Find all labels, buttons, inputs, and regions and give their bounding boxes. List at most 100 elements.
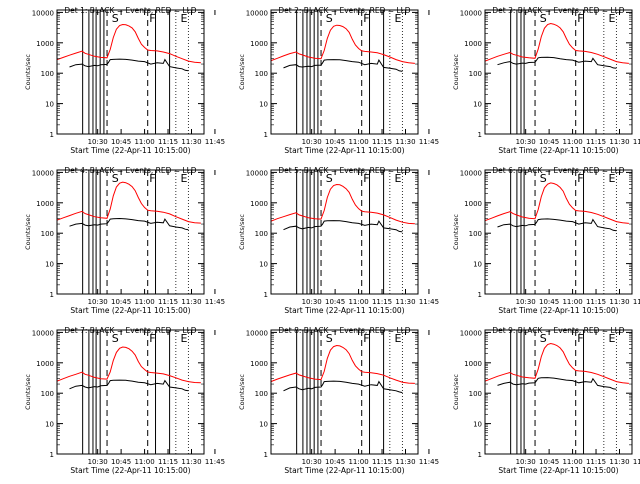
x-tick-label: 11:30 (609, 138, 629, 146)
x-tick-label: 11:15 (586, 458, 606, 466)
y-tick-label: 1000 (464, 360, 482, 368)
x-tick-label: 11:00 (348, 298, 368, 306)
series-events-line (69, 379, 189, 392)
x-tick-label: 11:15 (372, 298, 392, 306)
x-tick-label: 10:45 (539, 298, 559, 306)
series-events-line (69, 217, 189, 231)
series-events-line (69, 58, 189, 72)
series-lld-line (271, 24, 415, 64)
y-tick-label: 10 (259, 261, 268, 269)
y-axis-label: Counts/sec (24, 214, 32, 250)
x-axis-label: Start Time (22-Apr-11 10:15:00) (498, 146, 618, 155)
x-tick-label: 10:45 (539, 138, 559, 146)
y-tick-label: 10 (259, 421, 268, 429)
x-tick-label: 11:45 (633, 458, 640, 466)
y-tick-label: 1000 (464, 40, 482, 48)
y-axis-label: Counts/sec (238, 374, 246, 410)
y-tick-label: 10 (473, 421, 482, 429)
x-tick-label: 11:00 (562, 298, 582, 306)
plot-frame (484, 329, 633, 455)
marker-label-e: E (395, 172, 402, 185)
marker-label-e: E (609, 172, 616, 185)
panel-title: Det 3: BLACK = Events, RED = LLD (492, 6, 624, 15)
x-tick-label: 10:45 (325, 138, 345, 146)
series-events-line (497, 377, 617, 390)
marker-label-e: E (395, 332, 402, 345)
y-tick-label: 100 (255, 390, 268, 398)
y-tick-label: 100 (41, 230, 54, 238)
y-axis-label: Counts/sec (238, 54, 246, 90)
marker-label-f: F (363, 12, 369, 25)
x-tick-label: 11:15 (372, 138, 392, 146)
marker-label-f: F (363, 332, 369, 345)
series-lld-line (57, 346, 201, 384)
x-tick-label: 10:45 (325, 298, 345, 306)
marker-label-f: F (149, 172, 155, 185)
y-axis-label: Counts/sec (452, 54, 460, 90)
x-tick-label: 10:45 (325, 458, 345, 466)
x-tick-label: 11:30 (395, 458, 415, 466)
y-tick-label: 10000 (32, 9, 54, 17)
y-tick-label: 1000 (250, 40, 268, 48)
plot-frame (484, 169, 633, 295)
plot-frame (484, 9, 633, 135)
marker-label-e: E (609, 12, 616, 25)
marker-label-s: S (326, 12, 333, 25)
x-tick-label: 10:30 (88, 458, 108, 466)
x-axis-label: Start Time (22-Apr-11 10:15:00) (498, 466, 618, 475)
x-tick-label: 11:00 (134, 298, 154, 306)
x-tick-label: 11:00 (134, 458, 154, 466)
marker-label-s: S (540, 332, 547, 345)
x-tick-label: 11:15 (586, 298, 606, 306)
y-tick-label: 10 (473, 101, 482, 109)
y-tick-label: 10 (259, 101, 268, 109)
x-tick-label: 11:30 (609, 298, 629, 306)
x-tick-label: 11:00 (562, 138, 582, 146)
y-tick-label: 10000 (246, 9, 268, 17)
series-lld-line (271, 183, 415, 225)
y-tick-label: 1 (264, 291, 268, 299)
y-tick-label: 100 (41, 390, 54, 398)
x-tick-label: 10:45 (111, 138, 131, 146)
y-tick-label: 10000 (460, 9, 482, 17)
series-events-line (497, 56, 617, 69)
panel-title: Det 8: BLACK = Events, RED = LLD (278, 326, 410, 335)
y-tick-label: 1000 (250, 200, 268, 208)
y-tick-label: 1000 (250, 360, 268, 368)
x-axis-label: Start Time (22-Apr-11 10:15:00) (70, 306, 190, 315)
series-lld-line (57, 181, 201, 224)
x-tick-label: 11:30 (181, 458, 201, 466)
y-tick-label: 10 (45, 261, 54, 269)
panel-title: Det 6: BLACK = Events, RED = LLD (492, 166, 624, 175)
x-axis-label: Start Time (22-Apr-11 10:15:00) (70, 466, 190, 475)
x-axis-label: Start Time (22-Apr-11 10:15:00) (498, 306, 618, 315)
series-lld-line (271, 344, 415, 384)
y-tick-label: 1 (478, 131, 482, 139)
x-tick-label: 10:30 (88, 298, 108, 306)
series-events-line (497, 218, 617, 232)
x-axis-label: Start Time (22-Apr-11 10:15:00) (284, 306, 404, 315)
marker-label-e: E (609, 332, 616, 345)
x-tick-label: 11:00 (348, 138, 368, 146)
y-tick-label: 10000 (32, 329, 54, 337)
marker-label-s: S (540, 172, 547, 185)
marker-label-s: S (112, 172, 119, 185)
x-tick-label: 11:45 (205, 138, 225, 146)
marker-label-s: S (112, 332, 119, 345)
plot-frame (270, 329, 419, 455)
x-tick-label: 11:45 (205, 458, 225, 466)
marker-label-f: F (577, 12, 583, 25)
series-events-line (283, 220, 403, 233)
x-tick-label: 11:30 (395, 298, 415, 306)
x-tick-label: 11:30 (181, 138, 201, 146)
marker-label-s: S (326, 172, 333, 185)
marker-label-e: E (181, 332, 188, 345)
x-tick-label: 10:30 (302, 298, 322, 306)
series-lld-line (57, 23, 201, 64)
